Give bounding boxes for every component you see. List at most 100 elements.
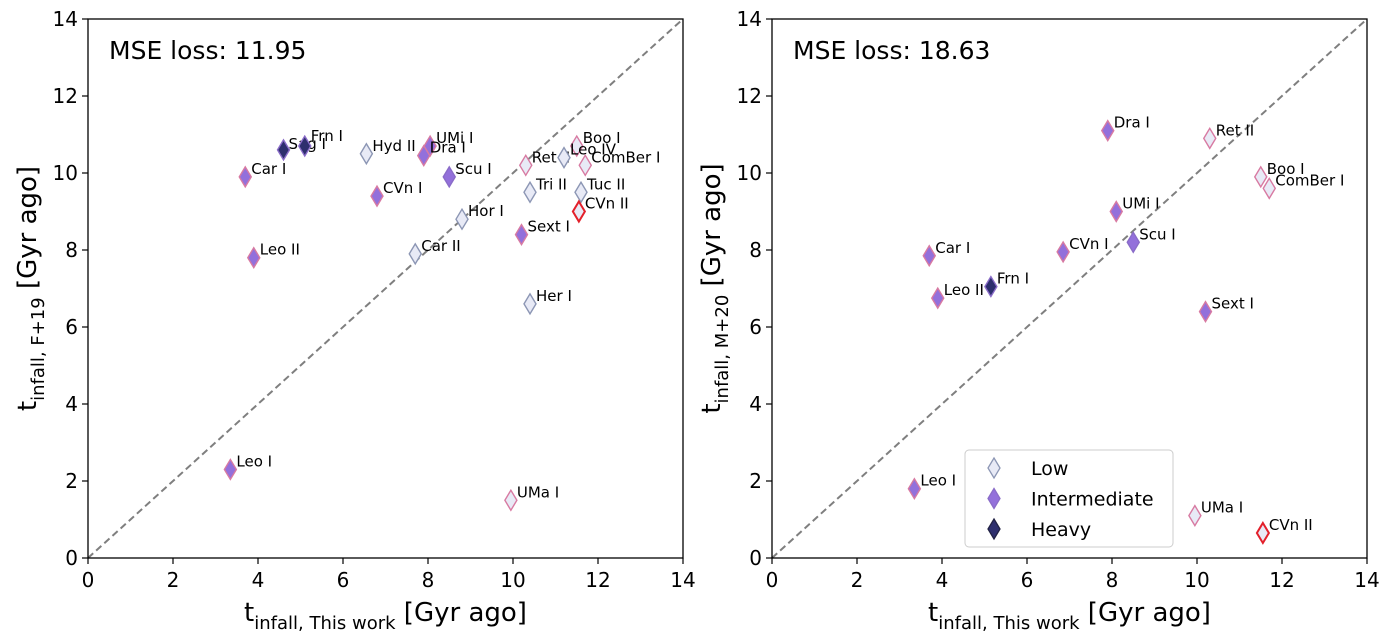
y-tick-label: 0 <box>65 546 78 570</box>
one-to-one-line <box>87 18 684 559</box>
y-tick-label: 6 <box>65 315 78 339</box>
data-point <box>297 134 312 158</box>
legend: Low Intermediate Heavy <box>964 449 1174 548</box>
data-point <box>1262 177 1277 200</box>
y-tick-label: 4 <box>65 392 78 416</box>
mse-loss-label: MSE loss: 18.63 <box>793 36 990 65</box>
y-axis-title: tinfall, F+19 [Gyr ago] <box>13 166 49 411</box>
data-point <box>370 184 384 208</box>
point-label: Dra I <box>1114 114 1150 132</box>
x-tick-label: 8 <box>422 568 435 592</box>
data-point <box>359 142 374 166</box>
point-label: Scu I <box>1139 225 1175 243</box>
point-label: Tri II <box>535 175 567 193</box>
x-tick-label: 6 <box>1021 568 1034 592</box>
data-point <box>1126 230 1141 254</box>
point-label: Hor I <box>468 202 504 220</box>
data-point <box>574 180 588 204</box>
y-axis-title-sub: infall, F+19 <box>28 297 49 401</box>
data-point <box>984 275 998 298</box>
data-point <box>578 153 593 177</box>
point-label: Dra I <box>430 139 466 157</box>
data-point <box>571 199 587 224</box>
data-point <box>1188 504 1202 528</box>
x-tick-label: 0 <box>82 568 95 592</box>
x-axis-title-unit: [Gyr ago] <box>1080 598 1211 628</box>
x-tick-label: 10 <box>500 568 525 592</box>
data-point <box>523 292 537 316</box>
y-tick-label: 0 <box>749 546 762 570</box>
x-axis-title-base: t <box>928 598 938 628</box>
y-tick-label: 14 <box>737 7 762 31</box>
data-point <box>569 134 584 158</box>
y-tick-label: 2 <box>749 469 762 493</box>
x-axis-title-base: t <box>244 598 254 628</box>
data-point <box>408 242 423 266</box>
point-label: UMa I <box>517 483 559 501</box>
point-label: Ret II <box>1216 121 1254 139</box>
point-label: UMa I <box>1201 499 1243 517</box>
y-axis-title-base: t <box>697 403 727 413</box>
x-tick-label: 0 <box>766 568 779 592</box>
data-point <box>238 165 253 189</box>
data-point <box>455 207 469 231</box>
data-point <box>922 244 937 268</box>
y-tick-label: 12 <box>53 84 78 108</box>
point-label: Hyd II <box>372 137 415 155</box>
point-label: Leo I <box>920 472 956 490</box>
x-axis-title-sub: infall, This work <box>938 613 1080 634</box>
x-axis-title-sub: infall, This work <box>254 613 396 634</box>
point-label: Car I <box>935 239 970 257</box>
data-point <box>518 153 533 177</box>
point-label: ComBer I <box>591 148 660 166</box>
data-point <box>557 146 571 169</box>
x-axis-title: tinfall, This work [Gyr ago] <box>244 598 527 634</box>
plot-frame <box>87 18 684 559</box>
x-tick-label: 12 <box>1269 568 1294 592</box>
data-point <box>416 144 431 168</box>
data-point <box>1202 126 1217 150</box>
y-axis-title-unit: [Gyr ago] <box>697 163 727 294</box>
legend-label-low: Low <box>1031 458 1068 480</box>
legend-marker-heavy <box>987 517 1001 541</box>
plot-frame <box>771 18 1368 559</box>
data-point <box>1056 240 1070 264</box>
legend-marker-intermediate <box>987 487 1001 510</box>
y-tick-label: 4 <box>749 392 762 416</box>
point-label: CVn I <box>1069 235 1108 253</box>
data-point <box>223 458 238 481</box>
point-label: Boo I <box>1267 160 1305 178</box>
point-label: Car II <box>421 237 460 255</box>
point-label: Tuc II <box>586 175 625 193</box>
y-tick-label: 10 <box>53 161 78 185</box>
data-point <box>930 286 945 310</box>
y-tick-label: 8 <box>749 238 762 262</box>
point-label: Leo II <box>260 241 300 259</box>
x-tick-label: 10 <box>1184 568 1209 592</box>
x-tick-label: 2 <box>167 568 180 592</box>
y-tick-label: 10 <box>737 161 762 185</box>
data-point <box>1253 165 1268 189</box>
x-axis-title: tinfall, This work [Gyr ago] <box>928 598 1211 634</box>
y-tick-label: 8 <box>65 238 78 262</box>
data-point <box>514 223 529 246</box>
data-point <box>276 138 291 162</box>
y-tick-label: 6 <box>749 315 762 339</box>
data-point <box>523 180 537 204</box>
y-tick-label: 14 <box>53 7 78 31</box>
legend-marker-low <box>987 456 1001 480</box>
data-point <box>504 488 518 512</box>
data-point <box>1198 300 1213 323</box>
x-tick-label: 14 <box>1354 568 1379 592</box>
one-to-one-line <box>771 18 1368 559</box>
point-label: Boo I <box>583 129 621 147</box>
x-tick-label: 4 <box>252 568 265 592</box>
legend-box <box>964 449 1174 548</box>
x-tick-label: 12 <box>585 568 610 592</box>
point-label: CVn I <box>383 179 422 197</box>
y-tick-label: 2 <box>65 469 78 493</box>
x-tick-label: 2 <box>851 568 864 592</box>
point-label: UMi I <box>436 129 473 147</box>
data-point <box>1109 200 1124 223</box>
